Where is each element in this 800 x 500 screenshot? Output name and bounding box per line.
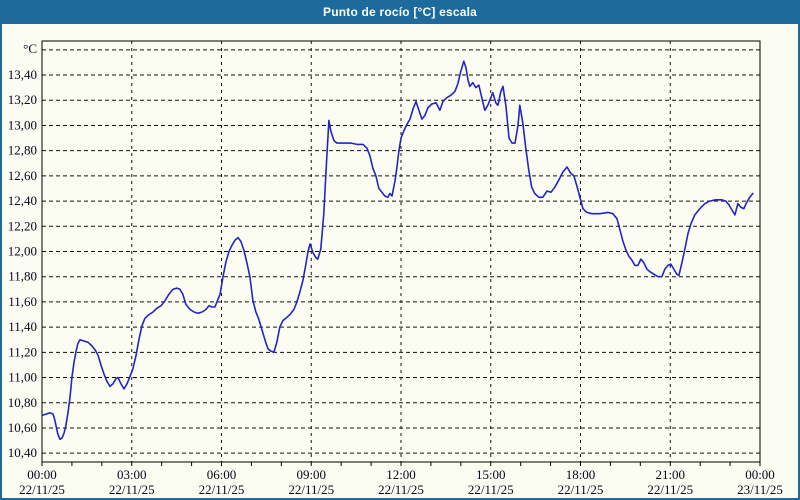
y-tick-label: 10,80 — [8, 395, 37, 410]
x-tick-date-label: 23/11/25 — [737, 482, 783, 497]
window-titlebar: Punto de rocío [°C] escala — [0, 0, 800, 24]
x-tick-date-label: 22/11/25 — [558, 482, 604, 497]
x-tick-time-label: 09:00 — [296, 467, 326, 482]
y-tick-label: 13,00 — [8, 117, 37, 132]
x-tick-time-label: 00:00 — [745, 467, 775, 482]
y-tick-label: 12,40 — [8, 193, 37, 208]
x-tick-time-label: 12:00 — [386, 467, 416, 482]
x-tick-time-label: 18:00 — [566, 467, 596, 482]
x-tick-time-label: 06:00 — [207, 467, 237, 482]
y-tick-label: 11,80 — [8, 269, 37, 284]
y-tick-label: 12,80 — [8, 143, 37, 158]
x-tick-date-label: 22/11/25 — [468, 482, 514, 497]
y-tick-label: 13,20 — [8, 92, 37, 107]
y-tick-label: 11,20 — [8, 344, 37, 359]
x-tick-time-label: 21:00 — [655, 467, 685, 482]
y-tick-label: 12,00 — [8, 244, 37, 259]
x-tick-time-label: 15:00 — [476, 467, 506, 482]
y-tick-label: 11,60 — [8, 294, 37, 309]
y-tick-label: 11,00 — [8, 370, 37, 385]
y-axis-unit-label: °C — [23, 41, 37, 56]
x-tick-date-label: 22/11/25 — [288, 482, 334, 497]
y-tick-label: 10,60 — [8, 420, 37, 435]
x-tick-date-label: 22/11/25 — [647, 482, 693, 497]
dew-point-line — [41, 60, 754, 441]
x-tick-time-label: 00:00 — [27, 467, 57, 482]
window-title: Punto de rocío [°C] escala — [322, 5, 478, 19]
y-tick-label: 10,40 — [8, 445, 37, 460]
x-tick-date-label: 22/11/25 — [19, 482, 65, 497]
x-tick-date-label: 22/11/25 — [378, 482, 424, 497]
y-tick-label: 11,40 — [8, 319, 37, 334]
x-tick-date-label: 22/11/25 — [109, 482, 155, 497]
y-tick-label: 12,60 — [8, 168, 37, 183]
x-tick-date-label: 22/11/25 — [199, 482, 245, 497]
dew-point-chart: 10,40 10,60 10,80 11,00 11,20 11,40 11,60 11,80… — [8, 40, 783, 497]
y-tick-label: 13,40 — [8, 67, 37, 82]
x-tick-time-label: 03:00 — [117, 467, 147, 482]
y-tick-label: 12,20 — [8, 218, 37, 233]
